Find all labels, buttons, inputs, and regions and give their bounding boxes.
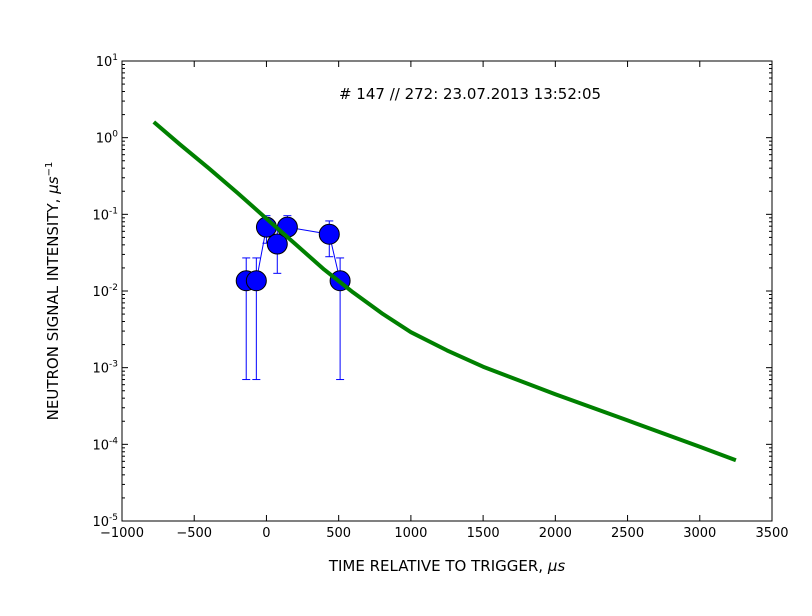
y-tick-label-exp: -4 <box>109 436 118 446</box>
y-tick-label: 101 <box>96 53 118 70</box>
y-axis-label: NEUTRON SIGNAL INTENSITY, μs−1 <box>44 162 62 421</box>
y-tick-label: 10-4 <box>92 436 118 453</box>
x-tick-label: 1000 <box>394 526 427 541</box>
x-tick-label: 500 <box>326 526 351 541</box>
x-tick-label: 1500 <box>467 526 500 541</box>
y-tick-label-base: 10 <box>92 285 109 300</box>
y-tick-label-base: 10 <box>92 515 109 530</box>
y-tick-label-exp: -2 <box>109 283 118 293</box>
y-tick-label-exp: 0 <box>112 130 118 140</box>
chart-annotation: # 147 // 272: 23.07.2013 13:52:05 <box>339 85 601 103</box>
y-tick-label-base: 10 <box>96 55 113 70</box>
y-tick-label: 100 <box>96 130 119 147</box>
x-tick-label: 2000 <box>539 526 572 541</box>
y-tick-label: 10-2 <box>92 283 118 300</box>
y-axis-label-exp: −1 <box>44 162 55 177</box>
x-tick-label: −500 <box>176 526 212 541</box>
x-tick-label: −1000 <box>100 526 144 541</box>
y-tick-label-exp: -5 <box>109 513 118 523</box>
data-point <box>266 233 288 255</box>
x-tick-label: 2500 <box>611 526 644 541</box>
y-tick-label: 10-5 <box>92 513 118 530</box>
y-tick-label-base: 10 <box>96 132 113 147</box>
model-curve-line <box>152 120 737 463</box>
x-tick-label: 3500 <box>755 526 788 541</box>
y-tick-label-exp: -3 <box>109 360 118 370</box>
y-axis-label-unit: μs <box>44 176 62 195</box>
x-tick-label: 0 <box>262 526 270 541</box>
y-tick-label-base: 10 <box>92 208 109 223</box>
y-tick-label-exp: -1 <box>109 206 118 216</box>
y-tick-label-base: 10 <box>92 362 109 377</box>
data-point <box>318 223 340 245</box>
x-axis-label-main: TIME RELATIVE TO TRIGGER, <box>328 557 548 575</box>
x-axis-label: TIME RELATIVE TO TRIGGER, μs <box>328 557 566 575</box>
data-point <box>276 216 298 238</box>
y-tick-label: 10-3 <box>92 360 118 377</box>
plot-frame <box>121 60 773 522</box>
y-tick-label: 10-1 <box>92 206 118 223</box>
plot-area <box>152 120 737 463</box>
y-tick-label-base: 10 <box>92 438 109 453</box>
x-axis-label-unit: μs <box>547 557 566 575</box>
x-tick-label: 3000 <box>683 526 716 541</box>
y-tick-label-exp: 1 <box>112 53 118 63</box>
y-axis-label-main: NEUTRON SIGNAL INTENSITY, <box>44 194 62 421</box>
data-point <box>245 270 267 292</box>
x-axis: −1000 −500 0 500 1000 1500 2000 2500 3000 3500 <box>100 61 789 541</box>
